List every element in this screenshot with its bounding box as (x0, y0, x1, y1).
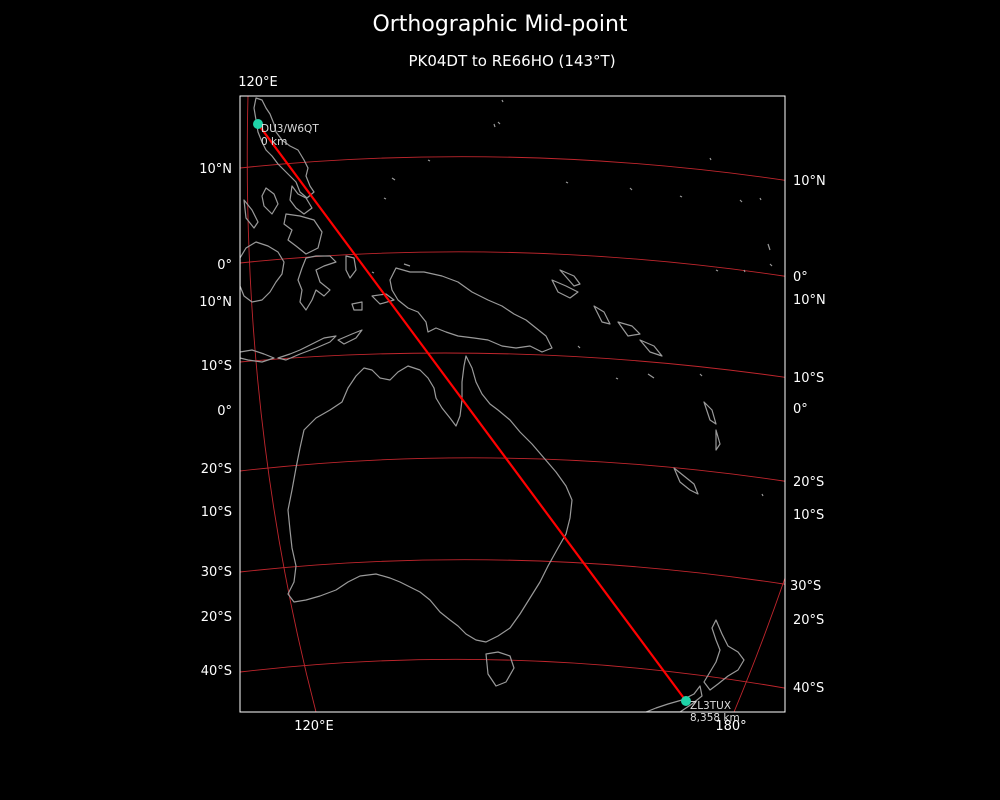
start-station-distance: 0 km (261, 136, 287, 148)
end-station-marker[interactable] (681, 696, 691, 706)
lon-label-top-left: 120°E (238, 75, 278, 90)
coast-samar (289, 185, 313, 215)
lat-label-left: 10°N (199, 162, 232, 177)
coast-sundas (277, 335, 337, 361)
end-station-callsign: ZL3TUX (690, 700, 731, 712)
end-station-distance: 8,358 km (690, 712, 740, 724)
coast-halmahera (345, 255, 357, 279)
map-title: Orthographic Mid-point (372, 12, 628, 37)
lat-label-left: 10°N (199, 295, 232, 310)
coast-new-ireland (559, 269, 581, 287)
lat-label-left: 20°S (201, 610, 232, 625)
lat-label-left: 10°S (201, 359, 232, 374)
lon-label-bottom-right: 180° (715, 719, 746, 734)
coast-tasmania (485, 651, 515, 687)
lat-label-left: 0° (217, 404, 232, 419)
parallel-10n (240, 156, 785, 181)
parallel-10s (240, 352, 785, 378)
map-frame (239, 95, 786, 713)
lat-label-right: 30°S (790, 579, 821, 594)
lat-label-left: 0° (217, 258, 232, 273)
lat-label-left: 20°S (201, 462, 232, 477)
lat-label-right: 10°N (793, 293, 826, 308)
coast-new-britain (551, 279, 579, 299)
map-subtitle: PK04DT to RE66HO (143°T) (408, 52, 616, 70)
coast-new-caledonia (673, 467, 699, 495)
coast-luzon (253, 97, 315, 199)
lat-label-right: 40°S (793, 681, 824, 696)
lat-label-right: 20°S (793, 613, 824, 628)
coast-buru (351, 301, 363, 311)
lat-label-left: 40°S (201, 664, 232, 679)
lat-labels-left: 10°N 0° 10°N 10°S 0° 20°S 10°S 30°S 20°S… (199, 162, 232, 679)
lat-label-left: 10°S (201, 505, 232, 520)
lat-label-left: 30°S (201, 565, 232, 580)
coast-new-guinea (389, 267, 553, 353)
start-station-callsign: DU3/W6QT (261, 123, 319, 135)
coast-java (240, 349, 275, 363)
coast-timor (337, 329, 363, 345)
coast-vanuatu (703, 401, 721, 451)
parallel-20s (240, 457, 785, 482)
lat-label-right: 0° (793, 270, 808, 285)
coast-nz-north (703, 619, 745, 691)
coast-bougainville (593, 305, 611, 325)
coast-islets (371, 99, 773, 497)
parallel-30s (240, 559, 785, 585)
parallel-40s (240, 658, 785, 689)
map-background (240, 96, 785, 712)
lon-label-bottom-left: 120°E (294, 719, 334, 734)
lat-label-right: 10°S (793, 508, 824, 523)
lat-label-right: 10°N (793, 174, 826, 189)
coast-sulawesi (297, 255, 337, 311)
coast-seram (371, 293, 395, 305)
lat-labels-right: 10°N 0° 10°N 10°S 0° 20°S 10°S 30°S 20°S… (790, 174, 826, 696)
great-circle-path (257, 123, 687, 702)
coast-borneo (240, 241, 285, 303)
lat-label-right: 20°S (793, 475, 824, 490)
start-station-marker[interactable] (253, 119, 263, 129)
coast-mindanao (283, 213, 323, 255)
coast-negros (261, 187, 279, 215)
lat-label-right: 0° (793, 402, 808, 417)
meridian-180 (733, 577, 785, 712)
coast-australia (287, 355, 573, 643)
meridian-120e (246, 96, 317, 712)
lat-label-right: 10°S (793, 371, 824, 386)
graticule (240, 96, 785, 712)
coast-palawan (243, 199, 259, 229)
coast-solomons (617, 321, 663, 357)
